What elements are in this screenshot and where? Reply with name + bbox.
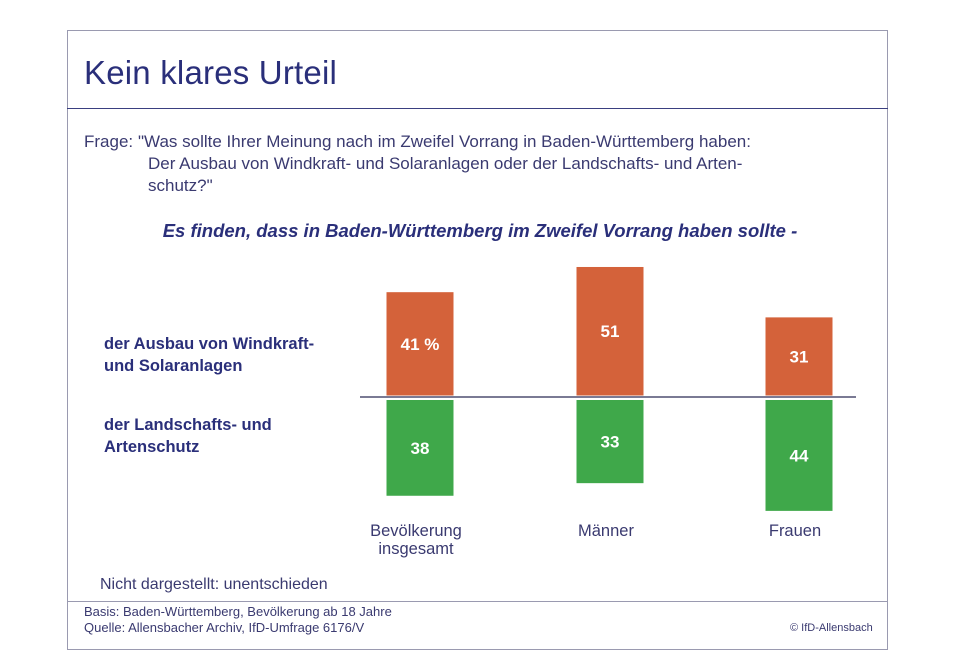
source-line: Quelle: Allensbacher Archiv, IfD-Umfrage… bbox=[84, 620, 365, 635]
category-label-2-0: Frauen bbox=[769, 522, 821, 540]
category-label-0-0: Bevölkerung bbox=[370, 522, 462, 540]
row-label-wind-solar-line-2: und Solaranlagen bbox=[104, 357, 243, 375]
row-label-landscape: der Landschafts- und Artenschutz bbox=[104, 414, 272, 458]
value-label-wind-solar-1: 51 bbox=[601, 322, 620, 341]
value-label-landscape-2: 44 bbox=[790, 446, 809, 465]
row-label-landscape-line-1: der Landschafts- und bbox=[104, 416, 272, 434]
bar-landscape-1 bbox=[576, 400, 644, 484]
question-line-2: Der Ausbau von Windkraft- und Solaranlag… bbox=[148, 154, 743, 173]
value-label-wind-solar-0: 41 % bbox=[401, 335, 440, 354]
footer-divider bbox=[67, 601, 888, 602]
category-label-0-1: insgesamt bbox=[378, 540, 454, 558]
bar-wind-solar-1 bbox=[576, 266, 644, 396]
title-divider bbox=[67, 108, 888, 109]
undecided-note: Nicht dargestellt: unentschieden bbox=[100, 576, 328, 593]
value-label-wind-solar-2: 31 bbox=[790, 347, 809, 366]
question-line-1: "Was sollte Ihrer Meinung nach im Zweife… bbox=[138, 132, 751, 151]
category-label-1-0: Männer bbox=[578, 522, 634, 540]
bar-landscape-0 bbox=[386, 400, 454, 496]
bar-wind-solar-0 bbox=[386, 292, 454, 396]
page-title: Kein klares Urteil bbox=[84, 54, 338, 91]
value-label-landscape-0: 38 bbox=[411, 439, 430, 458]
question-line-3: schutz?" bbox=[148, 176, 213, 195]
row-label-landscape-line-2: Artenschutz bbox=[104, 438, 200, 456]
row-label-wind-solar: der Ausbau von Windkraft- und Solaranlag… bbox=[104, 333, 314, 377]
value-label-landscape-1: 33 bbox=[601, 433, 620, 452]
bar-wind-solar-2 bbox=[765, 317, 833, 396]
bar-landscape-2 bbox=[765, 400, 833, 511]
chart-subtitle: Es finden, dass in Baden-Württemberg im … bbox=[162, 220, 798, 241]
row-label-wind-solar-line-1: der Ausbau von Windkraft- bbox=[104, 335, 315, 353]
question-label: Frage: bbox=[84, 132, 134, 151]
footer-basis: Basis: Baden-Württemberg, Bevölkerung ab… bbox=[84, 604, 392, 636]
basis-line: Basis: Baden-Württemberg, Bevölkerung ab… bbox=[84, 604, 392, 619]
copyright: © IfD-Allensbach bbox=[790, 622, 873, 634]
